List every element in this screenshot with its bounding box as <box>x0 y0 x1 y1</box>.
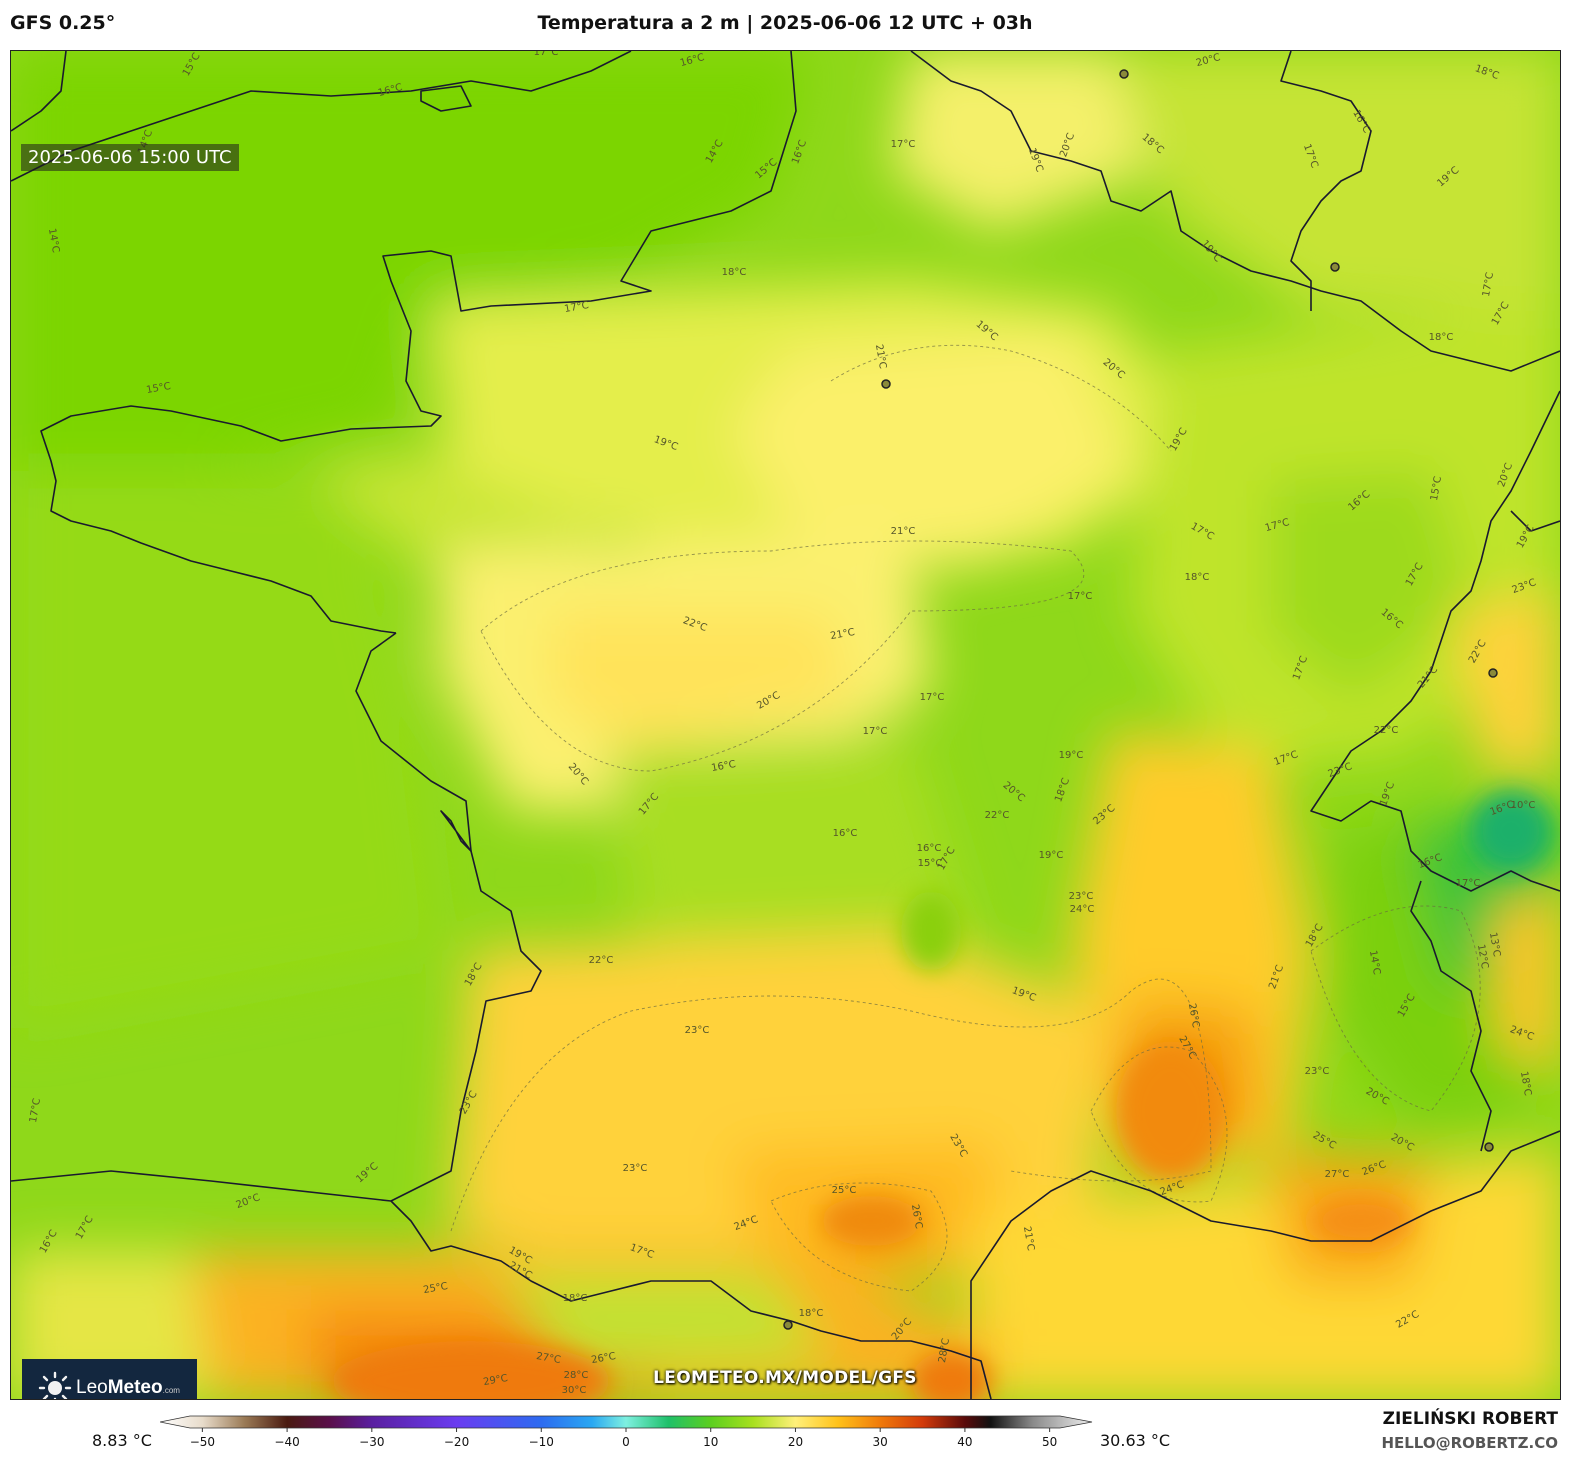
contour-label: 17°C <box>563 300 589 315</box>
contour-label: 10°C <box>1511 800 1536 811</box>
contour-label: 28°C <box>564 1370 589 1381</box>
contour-label: 18°C <box>1429 332 1454 343</box>
contour-label: 21°C <box>829 627 855 642</box>
contour-label: 17°C <box>920 692 945 703</box>
author-email[interactable]: HELLO@ROBERTZ.CO <box>1381 1434 1558 1452</box>
contour-label: 26°C <box>590 1351 616 1366</box>
contour-label: 17°C <box>1481 271 1496 297</box>
contour-label: 23°C <box>685 1025 710 1036</box>
contour-label: 15°C <box>145 381 171 396</box>
logo-wordmark: LeoMeteo.com <box>76 1377 180 1398</box>
leometeo-logo[interactable]: LeoMeteo.com <box>22 1359 197 1399</box>
contour-label: 23°C <box>1305 1066 1330 1077</box>
contour-label: 21°C <box>1021 1225 1036 1251</box>
colorbar-tick-label: −20 <box>444 1435 469 1449</box>
contour-label: 18°C <box>1518 1070 1533 1096</box>
contour-label: 12°C <box>1475 943 1490 969</box>
temperature-field: 15°C16°C17°C 16°C14°C 14°C15°C16°C 17°C20°C… <box>11 51 1560 1399</box>
contour-label: 19°C <box>1039 850 1064 861</box>
contour-label: 17°C <box>1456 878 1481 889</box>
colorbar-min-label: 8.83 °C <box>92 1431 152 1450</box>
contour-label: 22°C <box>589 955 614 966</box>
contour-label: 21°C <box>891 526 916 537</box>
temperature-colorbar: −50 −40 −30 −20 −10 0 10 20 30 40 50 <box>160 1415 1093 1449</box>
contour-label: 19°C <box>1059 750 1084 761</box>
contour-label: 18°C <box>799 1308 824 1319</box>
contour-label: 18°C <box>563 1293 588 1304</box>
contour-label: 27°C <box>1325 1169 1350 1180</box>
contour-label: 26°C <box>909 1203 924 1229</box>
contour-label: 21°C <box>873 343 888 369</box>
contour-label: 22°C <box>985 810 1010 821</box>
contour-label: 23°C <box>1069 891 1094 902</box>
contour-label: 28°C <box>937 1337 952 1363</box>
sun-icon <box>38 1371 72 1399</box>
colorbar-tick-label: −50 <box>190 1435 215 1449</box>
contour-label: 15°C <box>1429 475 1444 501</box>
contour-label: 15°C <box>918 858 943 869</box>
coastlines-borders <box>11 51 1560 1399</box>
colorbar-tick-label: 10 <box>703 1435 718 1449</box>
contour-label: 16°C <box>917 843 942 854</box>
contour-label: 14°C <box>46 227 61 253</box>
colorbar-max-label: 30.63 °C <box>1100 1431 1171 1450</box>
map-title: Temperatura a 2 m | 2025-06-06 12 UTC + … <box>537 12 1033 34</box>
valid-time-label: 2025-06-06 15:00 UTC <box>21 144 239 171</box>
model-label: GFS 0.25° <box>10 12 116 34</box>
contour-label: 16°C <box>710 759 736 774</box>
colorbar-tick-label: −40 <box>274 1435 299 1449</box>
contour-label: 27°C <box>535 1351 561 1366</box>
author-credit: ZIELIŃSKI ROBERT <box>1382 1409 1558 1429</box>
contour-label: 17°C <box>28 1097 43 1123</box>
contour-label: 25°C <box>832 1185 857 1196</box>
colorbar-tick-label: 40 <box>957 1435 972 1449</box>
colorbar-tick-label: −10 <box>529 1435 554 1449</box>
contour-label: 17°C <box>863 726 888 737</box>
contour-label: 16°C <box>833 828 858 839</box>
colorbar-ticks: −50 −40 −30 −20 −10 0 10 20 30 40 50 <box>190 1428 1057 1449</box>
isotherm-lines <box>450 344 1481 1292</box>
contour-label: 29°C <box>482 1373 508 1388</box>
contour-label: 30°C <box>562 1385 587 1396</box>
contour-label: 26°C <box>1186 1002 1201 1028</box>
contour-label: 14°C <box>1367 949 1382 975</box>
colorbar-tick-label: −30 <box>359 1435 384 1449</box>
source-watermark: LEOMETEO.MX/MODEL/GFS <box>653 1368 917 1388</box>
colorbar-tick-label: 50 <box>1042 1435 1057 1449</box>
temperature-map: 15°C 16°C 17°C 16°C 14°C 14°C 15°C 16°C 17°C 20°C… <box>10 50 1561 1400</box>
contour-label: 18°C <box>1185 572 1210 583</box>
contour-label: 17°C <box>891 139 916 150</box>
colorbar-tick-label: 30 <box>873 1435 888 1449</box>
contour-label: 24°C <box>1070 904 1095 915</box>
contour-label: 25°C <box>422 1281 448 1296</box>
contour-label: 22°C <box>1374 725 1399 736</box>
contour-label: 17°C <box>1068 591 1093 602</box>
colorbar-tick-label: 0 <box>622 1435 630 1449</box>
city-markers <box>783 69 1498 1330</box>
contour-label: 13°C <box>1487 931 1502 957</box>
contour-label: 18°C <box>722 267 747 278</box>
colorbar-tick-label: 20 <box>788 1435 803 1449</box>
colorbar-ramp <box>160 1415 1093 1429</box>
contour-label: 23°C <box>623 1163 648 1174</box>
contour-label: 17°C <box>534 51 559 58</box>
